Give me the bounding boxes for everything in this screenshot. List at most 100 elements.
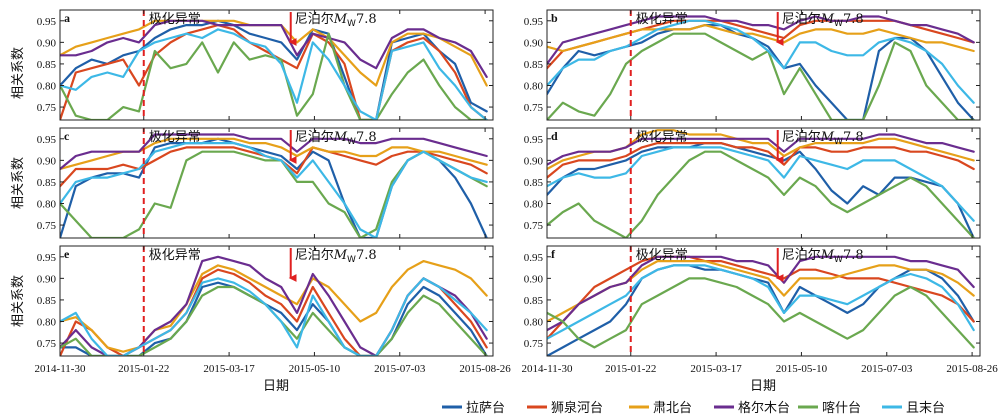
legend-label-2: 肃北台: [653, 401, 692, 416]
quake-label-val-f: 7.8: [843, 248, 864, 263]
y-tick-label-d-3: 0.90: [524, 155, 544, 167]
y-tick-label-c-4: 0.95: [37, 134, 57, 146]
anomaly-label-b: 极化异常: [636, 12, 688, 27]
y-tick-label-a-4: 0.95: [37, 16, 57, 28]
panel-d: 极化异常 尼泊尔MW7.8 d 0.75 0.80 0.85 0.90 0.95: [524, 127, 981, 239]
y-tick-label-a-3: 0.90: [37, 37, 57, 49]
quake-label-c: 尼泊尔MW7.8: [295, 130, 377, 147]
series-line-b-4: [547, 32, 975, 120]
anomaly-label-a: 极化异常: [149, 12, 201, 27]
legend-label-1: 狮泉河台: [551, 400, 603, 416]
legend-label-3: 格尔木台: [738, 400, 790, 416]
quake-label-m-c: M: [333, 130, 348, 145]
series-line-d-4: [547, 150, 975, 238]
series-line-e-3: [60, 255, 488, 356]
y-tick-label-f-2: 0.85: [524, 295, 544, 307]
series-group-d: [547, 129, 975, 238]
quake-label-b: 尼泊尔MW7.8: [782, 12, 864, 29]
x-tick-label-e-5: 2015-08-26: [459, 363, 511, 375]
panel-letter-c: c: [64, 129, 70, 143]
quake-label-sub-e: W: [347, 255, 356, 265]
y-tick-label-a-1: 0.80: [37, 80, 57, 92]
quake-label-m-f: M: [820, 248, 835, 263]
series-group-c: [60, 133, 488, 238]
series-line-e-4: [60, 285, 488, 356]
x-tick-label-e-4: 2015-07-03: [374, 363, 426, 375]
series-line-e-0: [60, 281, 488, 356]
y-tick-label-c-3: 0.90: [37, 155, 57, 167]
y-tick-label-c-2: 0.85: [37, 177, 57, 189]
legend-label-4: 喀什台: [822, 400, 861, 416]
series-group-f: [547, 255, 975, 356]
quake-label-sub-f: W: [834, 255, 843, 265]
panel-frame-b: [546, 9, 981, 121]
x-tick-label-f-5: 2015-08-26: [946, 363, 998, 375]
anomaly-label-e: 极化异常: [149, 248, 201, 263]
x-tick-label-f-3: 2015-05-10: [776, 363, 828, 375]
y-tick-label-e-1: 0.80: [37, 316, 57, 328]
x-axis-label-left: 日期: [263, 379, 289, 394]
panel-e: 极化异常 尼泊尔MW7.8 e 0.75 0.80 0.85 0.90 0.95 2014-11…: [35, 245, 511, 375]
series-group-e: [60, 255, 488, 356]
series-line-d-5: [547, 146, 975, 222]
anomaly-label-c: 极化异常: [149, 130, 201, 145]
series-group-a: [60, 19, 488, 120]
panel-c: 极化异常 尼泊尔MW7.8 c 0.75 0.80 0.85 0.90 0.95: [37, 127, 494, 239]
legend: 拉萨台 狮泉河台 肃北台 格尔木台 喀什台 且末台: [442, 400, 945, 416]
legend-label-5: 且末台: [906, 401, 945, 416]
panel-letter-d: d: [551, 129, 558, 143]
quake-label-sub-d: W: [834, 137, 843, 147]
y-axis-label-row-1: 相关系数: [11, 47, 26, 99]
panel-frame-f: [546, 245, 981, 357]
series-line-d-3: [547, 133, 975, 166]
series-line-b-2: [547, 24, 975, 53]
y-axis-label-row-3: 相关系数: [11, 275, 26, 327]
y-tick-label-c-1: 0.80: [37, 198, 57, 210]
series-line-f-4: [547, 277, 975, 349]
panel-frame-d: [546, 127, 981, 239]
y-tick-label-b-4: 0.95: [524, 16, 544, 28]
series-line-a-4: [60, 32, 488, 120]
quake-label-val-c: 7.8: [356, 130, 377, 145]
series-line-a-3: [60, 19, 488, 79]
panel-grid: 极化异常 尼泊尔MW7.8a0.750.800.850.900.95 极化异常 尼泊尔…: [35, 9, 998, 375]
y-tick-label-e-0: 0.75: [37, 338, 57, 350]
quake-label-m-d: M: [820, 130, 835, 145]
quake-label-val-e: 7.8: [356, 248, 377, 263]
quake-label-val-d: 7.8: [843, 130, 864, 145]
x-tick-label-e-1: 2015-01-22: [118, 363, 169, 375]
y-tick-label-f-3: 0.90: [524, 273, 544, 285]
x-tick-label-e-2: 2015-03-17: [203, 363, 255, 375]
series-group-b: [547, 15, 975, 120]
x-tick-label-f-2: 2015-03-17: [690, 363, 742, 375]
y-tick-label-b-2: 0.85: [524, 59, 544, 71]
series-line-f-5: [547, 264, 975, 340]
quake-label-m-e: M: [333, 248, 348, 263]
y-axis-label-row-2: 相关系数: [11, 157, 26, 209]
quake-label-sub-c: W: [347, 137, 356, 147]
series-line-f-0: [547, 264, 975, 356]
y-tick-label-d-1: 0.80: [524, 198, 544, 210]
x-tick-label-e-0: 2014-11-30: [35, 363, 86, 375]
series-line-f-3: [547, 255, 975, 332]
series-line-d-1: [547, 142, 975, 179]
panel-letter-a: a: [64, 11, 70, 25]
series-line-b-3: [547, 15, 975, 66]
quake-label-name-d: 尼泊尔: [782, 130, 821, 145]
series-line-f-2: [547, 260, 975, 323]
series-line-c-0: [60, 137, 488, 238]
series-line-d-0: [547, 142, 975, 238]
quake-label-val-b: 7.8: [843, 12, 864, 27]
series-line-f-1: [547, 255, 975, 340]
quake-label-name-f: 尼泊尔: [782, 248, 821, 263]
quake-label-a: 尼泊尔MW7.8: [295, 12, 377, 29]
y-tick-label-b-1: 0.80: [524, 80, 544, 92]
quake-label-name-c: 尼泊尔: [295, 130, 334, 145]
panel-frame-e: [59, 245, 494, 357]
anomaly-label-f: 极化异常: [636, 248, 688, 263]
y-tick-label-e-3: 0.90: [37, 273, 57, 285]
panel-letter-e: e: [64, 247, 70, 261]
panel-letter-b: b: [551, 11, 558, 25]
series-line-e-2: [60, 260, 488, 353]
quake-label-name-a: 尼泊尔: [295, 12, 334, 27]
